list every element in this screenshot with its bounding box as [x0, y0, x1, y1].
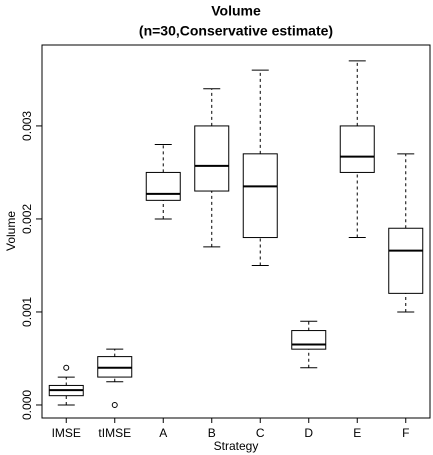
x-tick-label: E — [353, 426, 361, 440]
outlier — [63, 364, 70, 371]
x-tick-label: IMSE — [52, 426, 81, 440]
chart-subtitle: (n=30,Conservative estimate) — [139, 23, 333, 39]
outlier — [111, 401, 118, 408]
box — [291, 330, 327, 350]
y-tick-label: 0.003 — [20, 111, 34, 141]
x-tick-label: C — [256, 426, 265, 440]
box — [242, 153, 278, 239]
y-tick-label: 0.000 — [20, 390, 34, 420]
chart-title: Volume — [211, 3, 261, 19]
box — [194, 125, 230, 192]
box — [145, 171, 181, 201]
plot-frame — [41, 44, 431, 419]
box — [339, 125, 375, 173]
x-tick-label: B — [208, 426, 216, 440]
x-axis-label: Strategy — [214, 439, 259, 453]
x-tick-label: D — [304, 426, 313, 440]
x-tick-label: tIMSE — [98, 426, 131, 440]
y-tick-label: 0.001 — [20, 297, 34, 327]
y-tick-label: 0.002 — [20, 204, 34, 234]
y-axis-label: Volume — [4, 211, 18, 251]
x-tick-label: A — [159, 426, 167, 440]
x-tick-label: F — [402, 426, 409, 440]
box — [388, 227, 424, 294]
